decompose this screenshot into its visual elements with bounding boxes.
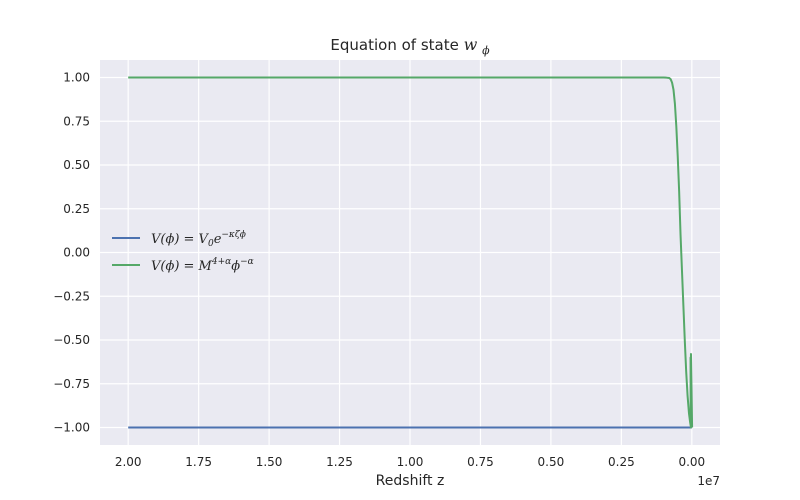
legend-label-power-law: V(ϕ) = M4+αϕ−α [151, 257, 254, 274]
x-tick-label: 1.00 [397, 455, 424, 469]
y-tick-label: 0.25 [63, 202, 90, 216]
x-tick-label: 1.50 [256, 455, 283, 469]
y-tick-label: 0.00 [63, 246, 90, 260]
series-line-1 [128, 76, 694, 429]
x-tick-label: 2.00 [115, 455, 142, 469]
x-tick-label: 1.25 [326, 455, 353, 469]
y-tick-labels: 1.00 0.75 0.50 0.25 0.00 −0.25 −0.50 −0.75 −1.00 [53, 71, 90, 435]
x-tick-labels: 2.00 1.75 1.50 1.25 1.00 0.75 0.50 0.25 0.00 [115, 455, 705, 469]
legend-entry-power-law: V(ϕ) = M4+αϕ−α [112, 257, 254, 274]
x-tick-label: 0.00 [678, 455, 705, 469]
x-tick-label: 0.25 [608, 455, 635, 469]
x-tick-label: 0.50 [538, 455, 565, 469]
y-tick-label: 1.00 [63, 71, 90, 85]
y-tick-label: −0.25 [53, 289, 90, 303]
x-axis-offset-text: 1e7 [697, 474, 720, 488]
chart-title: Equation of state w ϕ [330, 35, 490, 57]
y-tick-label: 0.75 [63, 114, 90, 128]
x-tick-label: 0.75 [467, 455, 494, 469]
legend: V(ϕ) = V0e−κζϕ V(ϕ) = M4+αϕ−α [112, 230, 254, 274]
y-tick-label: −1.00 [53, 421, 90, 435]
legend-entry-exponential: V(ϕ) = V0e−κζϕ [112, 230, 246, 249]
y-tick-label: −0.50 [53, 333, 90, 347]
series-layer [128, 76, 694, 429]
legend-label-exponential: V(ϕ) = V0e−κζϕ [151, 230, 246, 249]
x-tick-label: 1.75 [185, 455, 212, 469]
y-tick-label: 0.50 [63, 158, 90, 172]
x-axis-label: Redshift z [376, 473, 445, 489]
y-tick-label: −0.75 [53, 377, 90, 391]
